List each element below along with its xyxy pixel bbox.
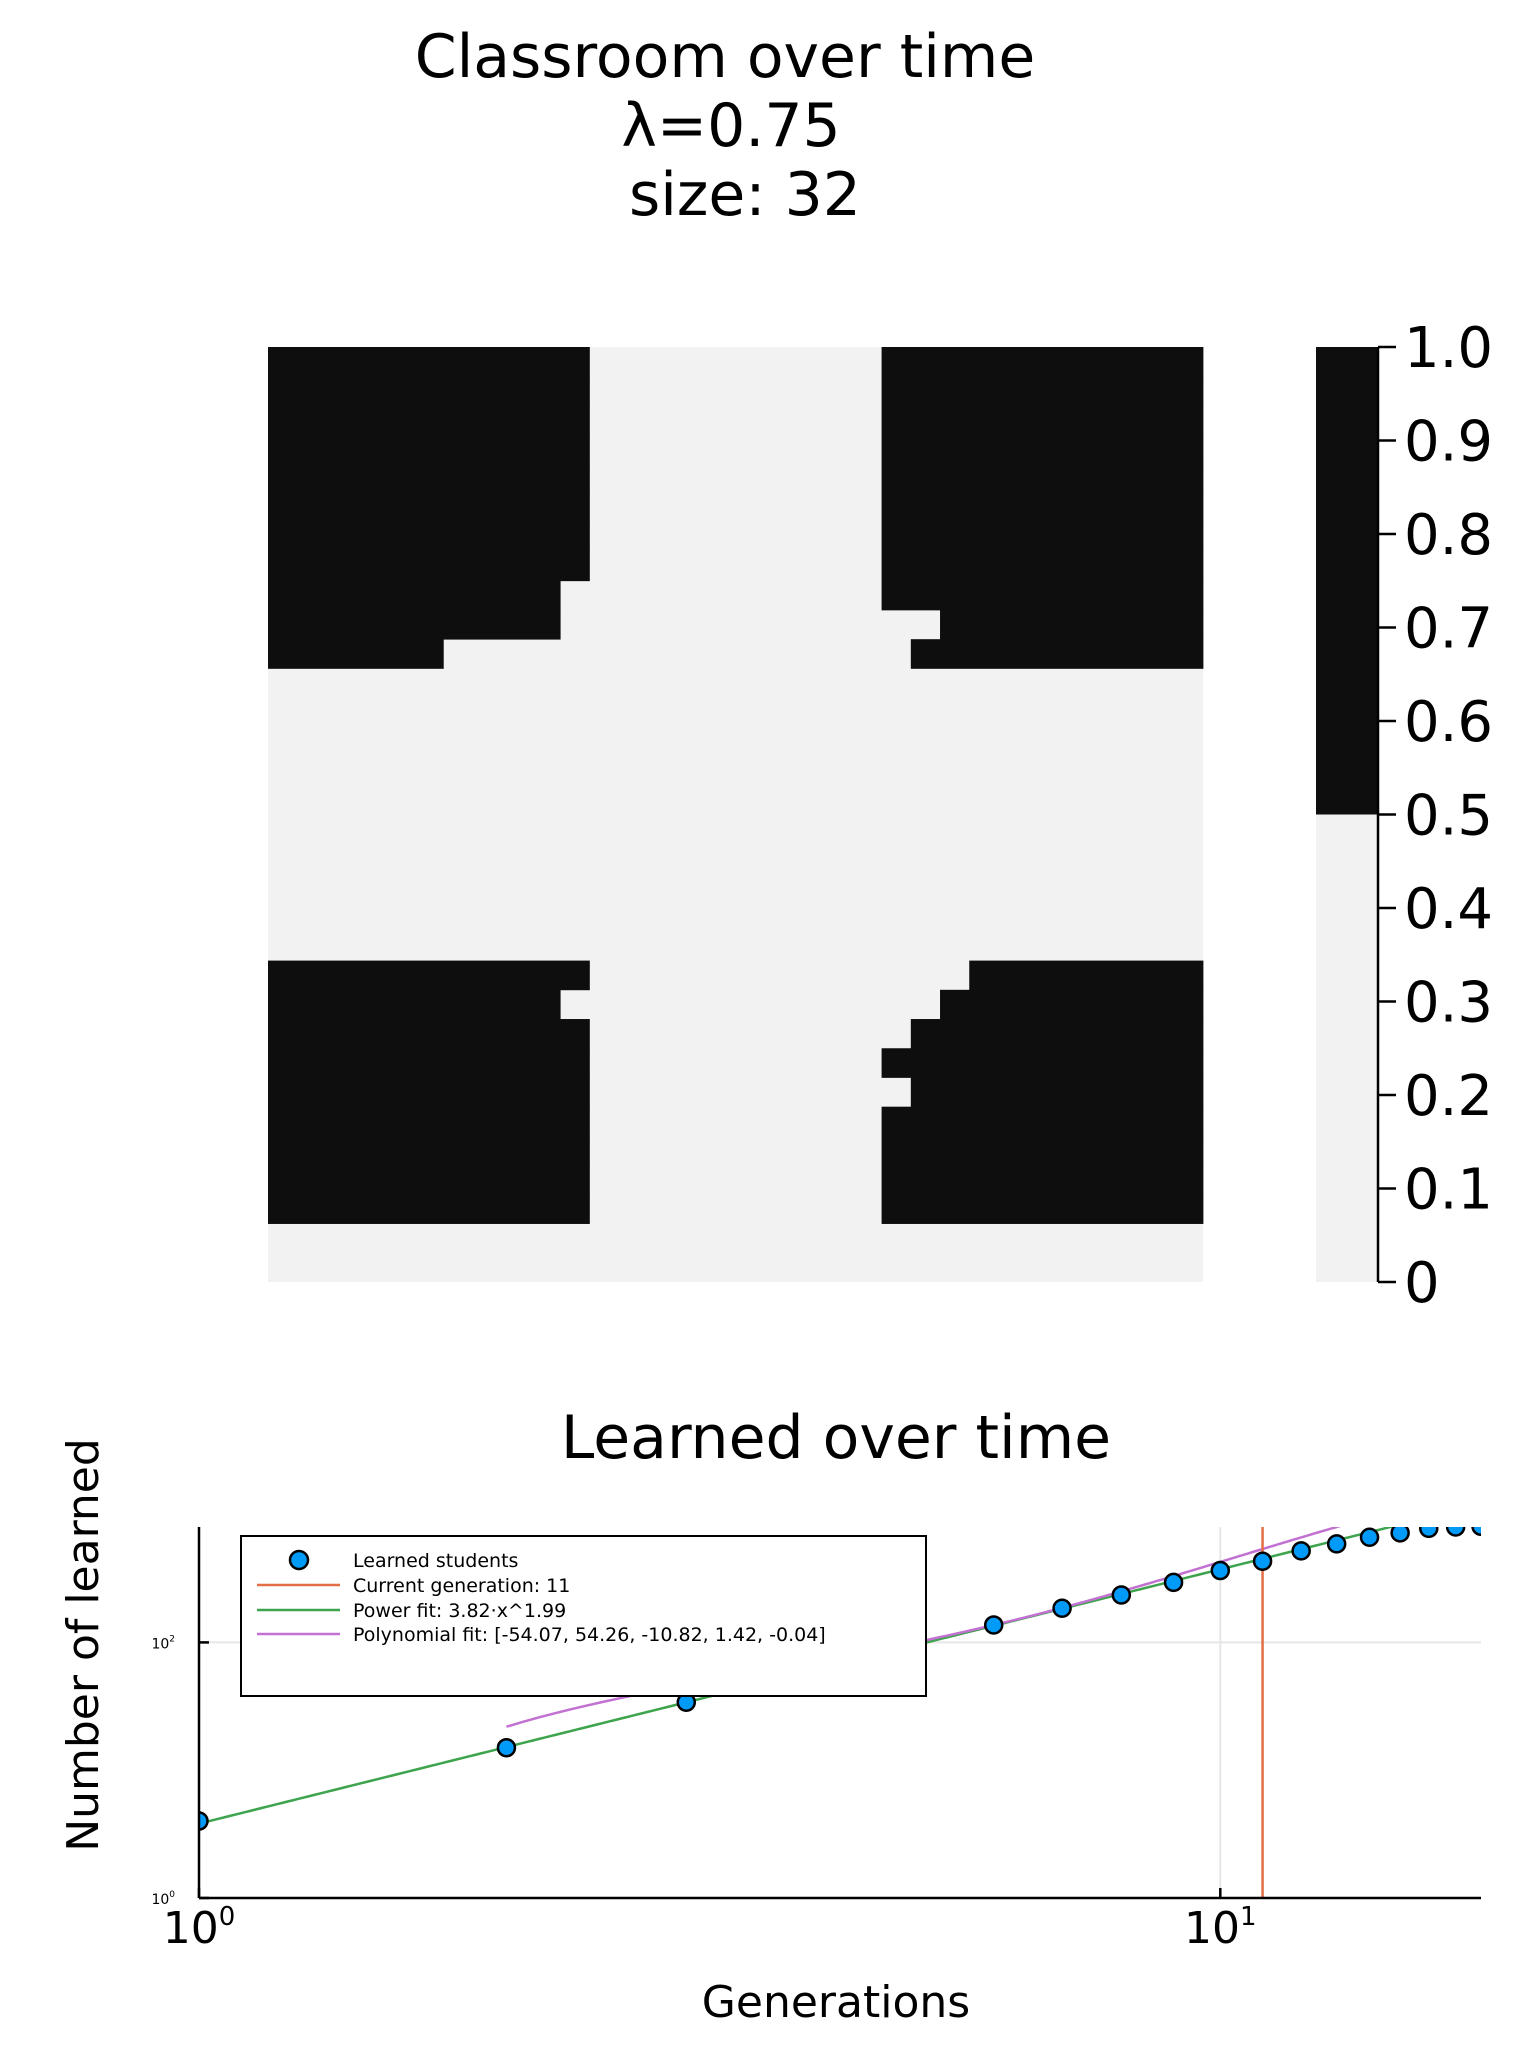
heatmap-cell-row-28-block-1 [881,1165,1204,1195]
legend: Learned students Current generation: 11 … [240,1535,927,1697]
growth-title: Learned over time [561,1403,1111,1473]
colorbar-high-segment [1316,347,1378,815]
legend-label-current: Current generation: 11 [353,1575,570,1597]
x-tick-label-1: 101 [1184,1902,1257,1954]
heatmap-cell-row-7-block-0 [268,551,590,582]
y-tick-exponent-0: 0 [169,1890,175,1900]
colorbar-tick-label-2: 0.2 [1404,1064,1493,1129]
heatmap-cell-row-25-block-0 [268,1077,590,1108]
colorbar-tick-label-4: 0.4 [1404,877,1493,942]
heatmap-cell-row-10-block-0 [268,639,444,669]
heatmap-cell-row-25-block-1 [910,1077,1204,1108]
legend-marker-learned [288,1549,310,1571]
heatmap-cell-row-6-block-0 [268,522,590,552]
x-tick-exponent-1: 1 [1240,1902,1257,1932]
heatmap-cell-row-3-block-0 [268,434,590,465]
heatmap-cell-row-24-block-1 [881,1048,1204,1078]
y-tick-exponent-1: 2 [169,1634,175,1644]
heatmap-title-line-3: size: 32 [629,160,861,230]
heatmap-panel: Classroom over time λ=0.75 size: 32 0 0.1… [268,22,1493,1316]
heatmap-cell-row-8-block-1 [881,580,1204,611]
learned-point-12 [1326,1534,1347,1554]
colorbar-tick-label-0: 0 [1404,1251,1440,1316]
heatmap-cell-row-21-block-1 [969,960,1204,991]
heatmap-cell-row-24-block-0 [268,1048,590,1078]
learned-point-6 [1052,1598,1072,1619]
heatmap-cell-row-1-block-1 [881,376,1204,406]
legend-label-learned: Learned students [353,1550,518,1572]
heatmap-cell-row-8-block-0 [268,580,561,611]
heatmap-cell-row-0-block-0 [268,347,590,377]
learned-point-0 [199,1811,209,1831]
x-axis-label: Generations [702,1977,970,2028]
growth-panel: Learned over time Generations Number of … [58,1403,1481,2028]
heatmap-cell-row-7-block-1 [881,551,1204,582]
heatmap-cell-row-6-block-1 [881,522,1204,552]
legend-label-power: Power fit: 3.82·x^1.99 [353,1600,566,1622]
y-tick-label-1: 102 [151,1634,175,1652]
learned-point-16 [1445,1527,1466,1537]
heatmap-cell-row-4-block-0 [268,463,590,494]
colorbar-tick-label-1: 0.1 [1404,1158,1493,1223]
heatmap-cell-row-23-block-0 [268,1019,590,1049]
learned-point-5 [983,1615,1004,1635]
learned-point-8 [1163,1572,1184,1593]
learned-point-7 [1111,1585,1132,1605]
heatmap-cell-row-3-block-1 [881,434,1204,465]
x-tick-exponent-0: 0 [219,1902,236,1932]
heatmap-cell-row-9-block-1 [940,609,1204,640]
heatmap-cell-row-0-block-1 [881,347,1204,377]
heatmap-cell-row-27-block-0 [268,1135,590,1166]
colorbar-tick-label-5: 0.5 [1404,784,1493,849]
learned-point-11 [1291,1541,1311,1561]
learned-point-10 [1252,1551,1273,1571]
colorbar-low-segment [1316,814,1378,1282]
colorbar: 0 0.1 0.2 0.3 0.4 0.5 0.6 0.7 0.8 0.9 1.0 [1316,316,1493,1316]
heatmap-cell-row-22-block-0 [268,989,561,1020]
heatmap-cell-row-2-block-1 [881,405,1204,436]
heatmap-cell-row-2-block-0 [268,405,590,436]
heatmap-grid [268,347,1204,1282]
legend-label-poly: Polynomial fit: [-54.07, 54.26, -10.82, … [353,1624,826,1646]
heatmap-cell-row-5-block-0 [268,493,590,523]
legend-box [240,1535,927,1697]
y-axis-label: Number of learned [58,1438,109,1852]
heatmap-cell-row-4-block-1 [881,463,1204,494]
heatmap-title-line-2: λ=0.75 [621,91,840,161]
colorbar-tick-label-7: 0.7 [1404,597,1493,662]
learned-point-9 [1210,1560,1231,1581]
heatmap-cell-row-26-block-1 [881,1106,1204,1137]
heatmap-cell-row-29-block-1 [881,1194,1204,1224]
heatmap-cell-row-5-block-1 [881,493,1204,523]
learned-point-13 [1359,1527,1380,1548]
heatmap-cell-row-29-block-0 [268,1194,590,1224]
heatmap-cell-row-10-block-1 [910,639,1204,669]
heatmap-cell-row-22-block-1 [940,989,1204,1020]
heatmap-cell-row-1-block-0 [268,376,590,406]
colorbar-tick-label-3: 0.3 [1404,971,1493,1036]
heatmap-cell-row-23-block-1 [910,1019,1204,1049]
colorbar-tick-label-6: 0.6 [1404,690,1493,755]
heatmap-cell-row-9-block-0 [268,609,561,640]
heatmap-cell-row-27-block-1 [881,1135,1204,1166]
colorbar-tick-label-10: 1.0 [1404,316,1493,381]
colorbar-tick-label-9: 0.9 [1404,410,1493,475]
learned-point-17 [1471,1527,1481,1537]
heatmap-cell-row-21-block-0 [268,960,590,991]
x-tick-label-0: 100 [163,1902,236,1954]
learned-point-15 [1419,1527,1439,1539]
colorbar-tick-label-8: 0.8 [1404,503,1493,568]
learned-point-14 [1390,1527,1410,1543]
heatmap-cell-row-26-block-0 [268,1106,590,1137]
heatmap-title-line-1: Classroom over time [415,22,1036,92]
learned-point-1 [496,1737,517,1758]
heatmap-cell-row-28-block-0 [268,1165,590,1195]
